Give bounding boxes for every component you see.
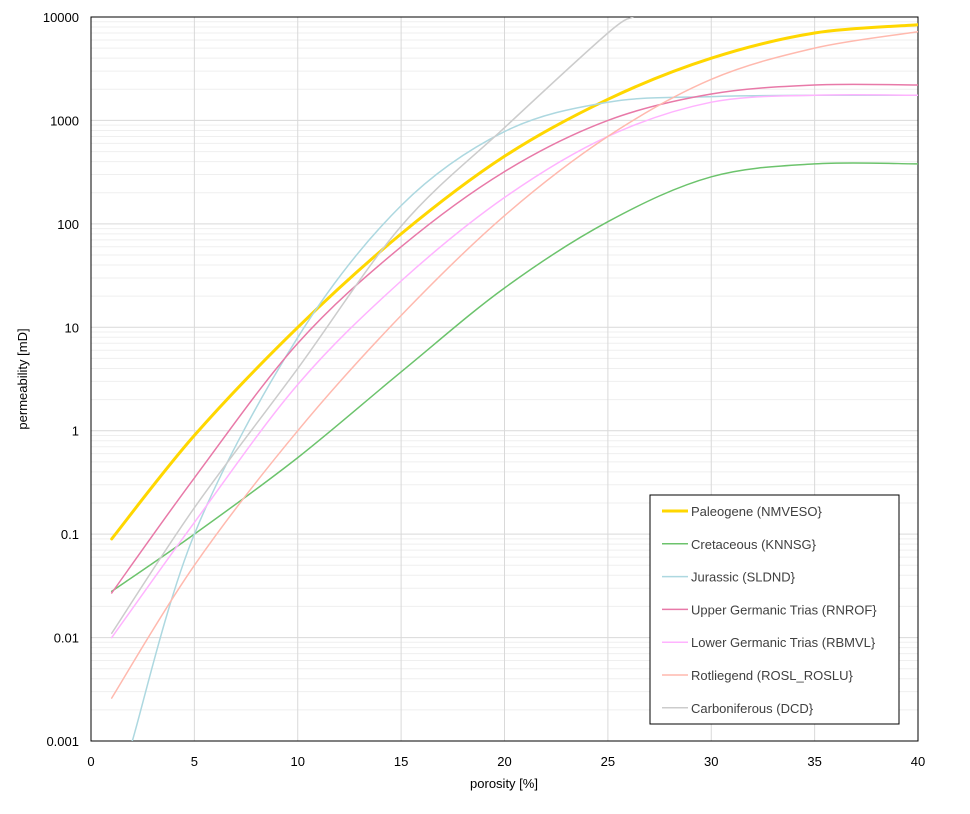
legend-label-rotliegend: Rotliegend (ROSL_ROSLU} [691, 668, 854, 683]
y-tick-label: 1 [72, 424, 79, 439]
legend-label-paleogene: Paleogene (NMVESO} [691, 504, 822, 519]
x-tick-label: 35 [807, 754, 821, 769]
y-tick-label: 0.1 [61, 527, 79, 542]
y-tick-label: 0.001 [46, 734, 79, 749]
x-tick-label: 15 [394, 754, 408, 769]
series-lines [110, 17, 918, 741]
y-axis-title: permeability [mD] [15, 328, 30, 429]
x-axis-tick-labels: 0 5 10 15 20 25 30 35 40 [87, 754, 925, 769]
x-tick-label: 25 [601, 754, 615, 769]
y-tick-label: 1000 [50, 113, 79, 128]
y-tick-label: 0.01 [54, 631, 79, 646]
x-tick-label: 0 [87, 754, 94, 769]
legend-label-cretaceous: Cretaceous (KNNSG} [691, 537, 817, 552]
series-line-rotliegend [110, 31, 918, 699]
x-tick-label: 30 [704, 754, 718, 769]
legend-label-jurassic: Jurassic (SLDND} [691, 570, 796, 585]
x-tick-label: 5 [191, 754, 198, 769]
series-line-upper-germanic-trias [110, 83, 918, 594]
legend-label-lower-germanic-trias: Lower Germanic Trias (RBMVL} [691, 635, 876, 650]
series-line-lower-germanic-trias [110, 94, 918, 639]
series-line-carboniferous [110, 17, 634, 635]
y-tick-label: 10000 [43, 10, 79, 25]
series-line-jurassic [131, 94, 918, 741]
series-line-paleogene [110, 23, 918, 541]
x-tick-label: 40 [911, 754, 925, 769]
plot-area-border [90, 16, 919, 742]
x-axis-title: porosity [%] [470, 776, 538, 791]
legend-box [649, 494, 900, 725]
legend: Paleogene (NMVESO} Cretaceous (KNNSG} Jura… [649, 494, 900, 725]
x-tick-label: 10 [291, 754, 305, 769]
y-tick-label: 10 [65, 320, 79, 335]
y-axis-tick-labels: 0.001 0.01 0.1 1 10 100 1000 10000 [43, 10, 79, 749]
legend-label-carboniferous: Carboniferous (DCD} [691, 701, 814, 716]
series-line-cretaceous [110, 162, 918, 593]
legend-label-upper-germanic-trias: Upper Germanic Trias (RNROF} [691, 602, 877, 617]
y-tick-label: 100 [57, 217, 79, 232]
x-tick-label: 20 [497, 754, 511, 769]
